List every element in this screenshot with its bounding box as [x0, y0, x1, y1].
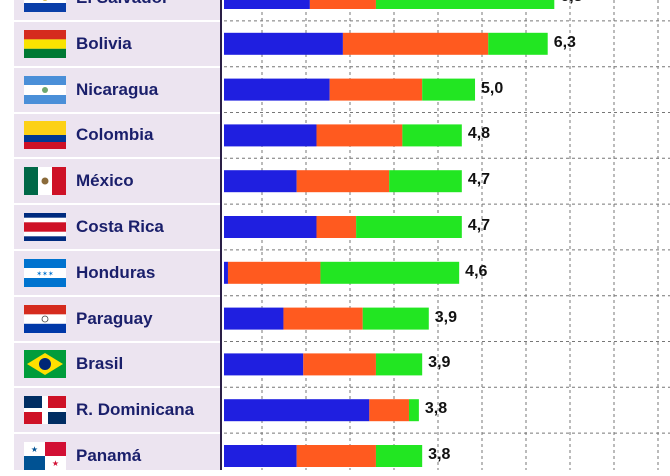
bar-segment	[362, 307, 429, 330]
country-row-label: Colombia	[14, 115, 220, 155]
country-name: R. Dominicana	[76, 400, 195, 420]
bar-segment	[309, 0, 376, 9]
svg-text:★: ★	[31, 445, 38, 454]
bar-total-label: 3,8	[428, 446, 451, 463]
bar-total-label: 6,3	[560, 0, 582, 7]
country-row-label: ★ ★ Panamá	[14, 436, 220, 476]
bar-segment	[389, 170, 462, 193]
grid-lines	[224, 0, 670, 470]
bar-segment	[224, 78, 330, 101]
country-row-label: Paraguay	[14, 299, 220, 339]
bar-segment	[375, 353, 423, 376]
country-name: Honduras	[76, 262, 156, 282]
country-row-label: El Salvador	[14, 0, 220, 18]
bar-total-label: 3,9	[434, 308, 458, 326]
bar-segment	[296, 170, 390, 193]
country-row-label: ✶✶✶ Honduras	[14, 253, 220, 293]
bar-segment	[224, 170, 297, 193]
mexico-flag	[24, 167, 66, 196]
bar-segment	[283, 307, 363, 330]
bar-total-label: 3,9	[428, 354, 451, 372]
bar-segment	[296, 445, 376, 467]
costa-rica-flag	[24, 213, 66, 241]
bar-total-label: 4,7	[467, 171, 491, 189]
country-name: Brasil	[76, 354, 124, 374]
bar-segment	[408, 399, 419, 422]
country-row-label: Nicaragua	[14, 70, 220, 110]
bar-segment	[316, 216, 357, 238]
bar-segment	[224, 399, 370, 422]
row-separator	[14, 19, 220, 22]
bar-segment	[356, 216, 462, 238]
bar-segment	[402, 124, 462, 147]
country-name: Panamá	[76, 446, 142, 465]
bar-total-label: 4,8	[467, 125, 491, 143]
paraguay-flag	[24, 304, 66, 333]
svg-text:★: ★	[52, 459, 59, 468]
dominican-republic-flag	[24, 396, 66, 425]
bar-total-label: 4,6	[465, 262, 488, 280]
bar-segment	[224, 353, 304, 376]
row-separator	[14, 386, 220, 389]
country-row-label: Brasil	[14, 344, 220, 384]
row-separator	[14, 111, 220, 114]
bar-segment	[303, 353, 376, 376]
country-row-label: Bolivia	[14, 24, 220, 64]
bar-segment	[422, 78, 476, 101]
bar-segment	[488, 32, 548, 55]
country-row-label: México	[14, 161, 220, 201]
bolivia-flag	[24, 29, 66, 58]
country-name: Bolivia	[76, 33, 132, 53]
row-separator	[14, 432, 220, 435]
bar-segment	[227, 261, 321, 284]
el-salvador-flag	[24, 0, 66, 12]
row-separator	[14, 340, 220, 343]
country-name: Nicaragua	[76, 79, 159, 99]
colombia-flag	[24, 121, 66, 150]
country-name: Colombia	[76, 125, 154, 145]
bar-segment	[224, 0, 310, 9]
country-row-label: R. Dominicana	[14, 390, 220, 430]
country-name: México	[76, 171, 134, 191]
bar-segment	[342, 32, 489, 55]
honduras-flag: ✶✶✶	[24, 258, 66, 287]
row-separator	[14, 248, 220, 251]
bar-segment	[329, 78, 423, 101]
bar-segment	[224, 216, 317, 238]
bar-segment	[224, 307, 284, 330]
bar-total-label: 4,7	[467, 217, 491, 234]
bar-total-label: 5,0	[481, 79, 504, 97]
row-separator	[14, 157, 220, 160]
country-name: El Salvador	[76, 0, 169, 8]
svg-text:✶✶✶: ✶✶✶	[36, 270, 54, 278]
bar-segment	[224, 445, 297, 467]
bar-segment	[320, 261, 460, 284]
bar-segment	[316, 124, 403, 147]
bar-segment	[375, 0, 555, 9]
country-name: Costa Rica	[76, 217, 164, 236]
row-separator	[14, 203, 220, 206]
bar-segment	[375, 445, 423, 467]
row-separator	[14, 65, 220, 68]
row-separator	[14, 294, 220, 297]
panama-flag: ★★	[24, 442, 66, 470]
bar-total-label: 3,8	[424, 400, 448, 418]
country-row-label: Costa Rica	[14, 207, 220, 247]
country-name: Paraguay	[76, 308, 153, 328]
bar-segment	[224, 261, 228, 284]
bar-segment	[369, 399, 409, 422]
nicaragua-flag	[24, 75, 66, 104]
brazil-flag	[24, 350, 66, 379]
bar-total-label: 6,3	[553, 33, 576, 51]
bar-segment	[224, 124, 317, 147]
bar-segment	[224, 32, 343, 55]
